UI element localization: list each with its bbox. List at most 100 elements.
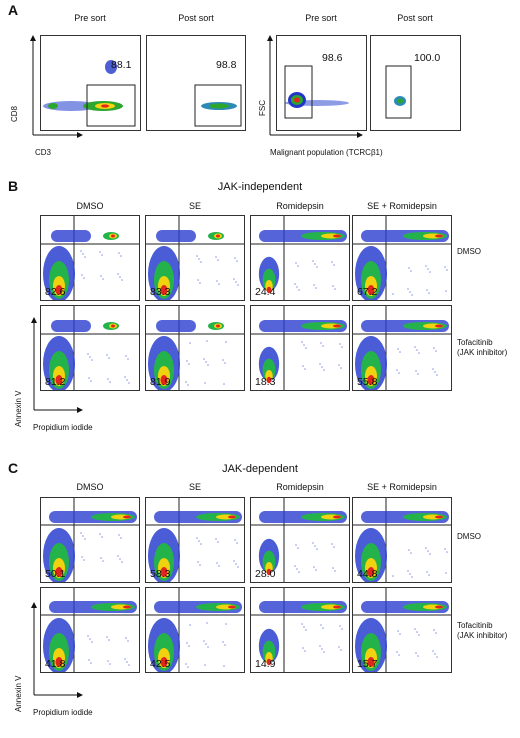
scatter-dot	[88, 377, 90, 379]
scatter-dot	[224, 644, 226, 646]
scatter-dot	[428, 292, 430, 294]
scatter-dot	[127, 358, 129, 360]
quadrant-value: 50.1	[45, 568, 66, 580]
scatter-dot	[319, 645, 321, 647]
scatter-dot	[408, 267, 410, 269]
scatter-dot	[338, 364, 340, 366]
live-cell-hot	[160, 567, 168, 577]
scatter-dot	[234, 539, 236, 541]
scatter-dot	[197, 561, 199, 563]
scatter-dot	[100, 275, 102, 277]
panel-b-col-se: SE	[188, 201, 201, 211]
scatter-dot	[305, 347, 307, 349]
panel-b-plot-svg	[251, 216, 349, 300]
scatter-dot	[188, 645, 190, 647]
apoptotic-hot	[216, 324, 220, 328]
scatter-dot	[428, 574, 430, 576]
scatter-dot	[396, 369, 398, 371]
scatter-dot	[304, 368, 306, 370]
panel-c-row-dmso: DMSO	[457, 532, 481, 541]
panel-c-plot-r2-c3: 14.9	[250, 587, 350, 673]
apoptotic-hot	[111, 324, 115, 328]
scatter-dot	[296, 286, 298, 288]
gate-value: 98.8	[216, 59, 237, 71]
scatter-dot	[101, 254, 103, 256]
scatter-dot	[294, 283, 296, 285]
scatter-dot	[117, 273, 119, 275]
panel-c-plot-r1-c3: 28.0	[250, 497, 350, 583]
scatter-dot	[334, 288, 336, 290]
scatter-dot	[301, 623, 303, 625]
scatter-dot	[235, 281, 237, 283]
scatter-dot	[100, 557, 102, 559]
scatter-dot	[90, 380, 92, 382]
scatter-dot	[445, 290, 447, 292]
scatter-dot	[415, 370, 417, 372]
scatter-dot	[414, 628, 416, 630]
scatter-dot	[81, 274, 83, 276]
scatter-dot	[124, 658, 126, 660]
population-peak	[294, 97, 300, 103]
quadrant-value: 15.7	[357, 658, 378, 670]
flow-plot-a4-svg	[385, 65, 412, 119]
scatter-dot	[320, 342, 322, 344]
scatter-dot	[225, 341, 227, 343]
scatter-dot	[426, 571, 428, 573]
apoptotic-hot	[333, 324, 341, 328]
scatter-dot	[398, 372, 400, 374]
scatter-dot	[409, 573, 411, 575]
scatter-dot	[303, 626, 305, 628]
scatter-dot	[186, 360, 188, 362]
apoptotic-band	[51, 230, 91, 242]
quadrant-value: 55.8	[357, 376, 378, 388]
scatter-dot	[80, 250, 82, 252]
panel-c-col-dmso: DMSO	[76, 482, 104, 492]
scatter-dot	[312, 260, 314, 262]
scatter-dot	[418, 352, 420, 354]
panel-a-header-presort-2: Pre sort	[305, 13, 337, 23]
scatter-dot	[107, 660, 109, 662]
scatter-dot	[296, 568, 298, 570]
scatter-dot	[200, 261, 202, 263]
scatter-dot	[313, 284, 315, 286]
live-cell-hot	[367, 285, 375, 295]
scatter-dot	[417, 655, 419, 657]
scatter-dot	[233, 560, 235, 562]
panel-a-header-postsort-2: Post sort	[397, 13, 433, 23]
flow-plot-a3-svg	[284, 65, 349, 119]
live-cell-hot	[367, 657, 375, 667]
scatter-dot	[234, 257, 236, 259]
scatter-dot	[297, 265, 299, 267]
panel-b-plot-svg	[41, 306, 139, 390]
gate-value: 88.1	[111, 59, 132, 71]
scatter-dot	[236, 542, 238, 544]
scatter-dot	[407, 570, 409, 572]
scatter-dot	[119, 558, 121, 560]
scatter-dot	[322, 627, 324, 629]
scatter-dot	[316, 266, 318, 268]
quadrant-value: 81.9	[150, 376, 171, 388]
quadrant-value: 18.3	[255, 376, 276, 388]
scatter-dot	[87, 635, 89, 637]
apoptotic-band	[156, 320, 196, 332]
scatter-dot	[295, 262, 297, 264]
scatter-dot	[334, 570, 336, 572]
scatter-dot	[321, 648, 323, 650]
scatter-dot	[302, 647, 304, 649]
scatter-dot	[294, 565, 296, 567]
scatter-dot	[196, 255, 198, 257]
scatter-dot	[341, 346, 343, 348]
apoptotic-hot	[435, 605, 443, 609]
panel-c-plot-svg	[353, 588, 451, 672]
scatter-dot	[427, 268, 429, 270]
scatter-dot	[99, 533, 101, 535]
live-cell-hot	[55, 285, 63, 295]
scatter-dot	[199, 282, 201, 284]
scatter-dot	[414, 346, 416, 348]
scatter-dot	[224, 362, 226, 364]
gate-box	[284, 65, 313, 119]
panel-b-plot-r1-c3: 24.4	[250, 215, 350, 301]
scatter-dot	[205, 643, 207, 645]
scatter-dot	[425, 265, 427, 267]
scatter-dot	[91, 641, 93, 643]
